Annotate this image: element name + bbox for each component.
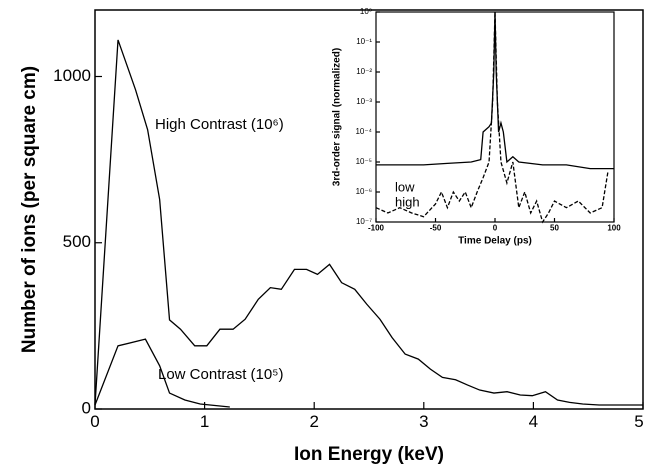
x-axis-label: Time Delay (ps) bbox=[458, 236, 532, 247]
y-tick-label: 1000 bbox=[53, 66, 91, 85]
series-label: Low Contrast (10⁵) bbox=[158, 366, 283, 383]
y-tick-label: 10⁻² bbox=[356, 67, 372, 76]
y-axis-label: 3rd-order signal (normalized) bbox=[332, 48, 343, 186]
y-tick-label: 10⁻⁷ bbox=[356, 217, 372, 226]
x-tick-label: -50 bbox=[430, 224, 442, 233]
series-label: High Contrast (10⁶) bbox=[155, 116, 284, 133]
data-line bbox=[94, 338, 230, 408]
y-tick-label: 10⁻⁶ bbox=[356, 187, 372, 196]
x-tick-label: 100 bbox=[607, 224, 621, 233]
y-axis-label: Number of ions (per square cm) bbox=[19, 66, 40, 353]
x-tick-label: 0 bbox=[493, 224, 498, 233]
x-tick-label: -100 bbox=[368, 224, 385, 233]
x-tick-label: 5 bbox=[634, 412, 643, 431]
series-label: low bbox=[395, 179, 415, 194]
series-label: high bbox=[395, 194, 420, 209]
y-tick-label: 10⁻⁵ bbox=[356, 157, 372, 166]
y-tick-label: 10⁻¹ bbox=[356, 37, 372, 46]
y-tick-label: 0 bbox=[82, 398, 91, 417]
plot-frame bbox=[375, 11, 615, 223]
y-tick-label: 10⁻⁴ bbox=[355, 127, 372, 136]
data-line bbox=[376, 11, 614, 170]
x-tick-label: 1 bbox=[200, 412, 209, 431]
y-tick-label: 10⁻³ bbox=[356, 97, 372, 106]
x-tick-label: 2 bbox=[309, 412, 318, 431]
x-tick-label: 50 bbox=[550, 224, 559, 233]
y-tick-label: 10⁰ bbox=[360, 7, 372, 16]
x-axis-label: Ion Energy (keV) bbox=[294, 444, 444, 465]
y-tick-label: 500 bbox=[63, 232, 91, 251]
plot-1: -100 -50 0 50 100 10⁻⁷ 10⁻⁶ 10⁻⁵ 10⁻⁴ 10⁻³ 10⁻² 10⁻… bbox=[332, 7, 622, 247]
data-line bbox=[375, 11, 609, 224]
x-tick-label: 0 bbox=[90, 412, 99, 431]
data-line bbox=[94, 39, 643, 406]
x-tick-label: 4 bbox=[529, 412, 538, 431]
x-tick-label: 3 bbox=[419, 412, 428, 431]
